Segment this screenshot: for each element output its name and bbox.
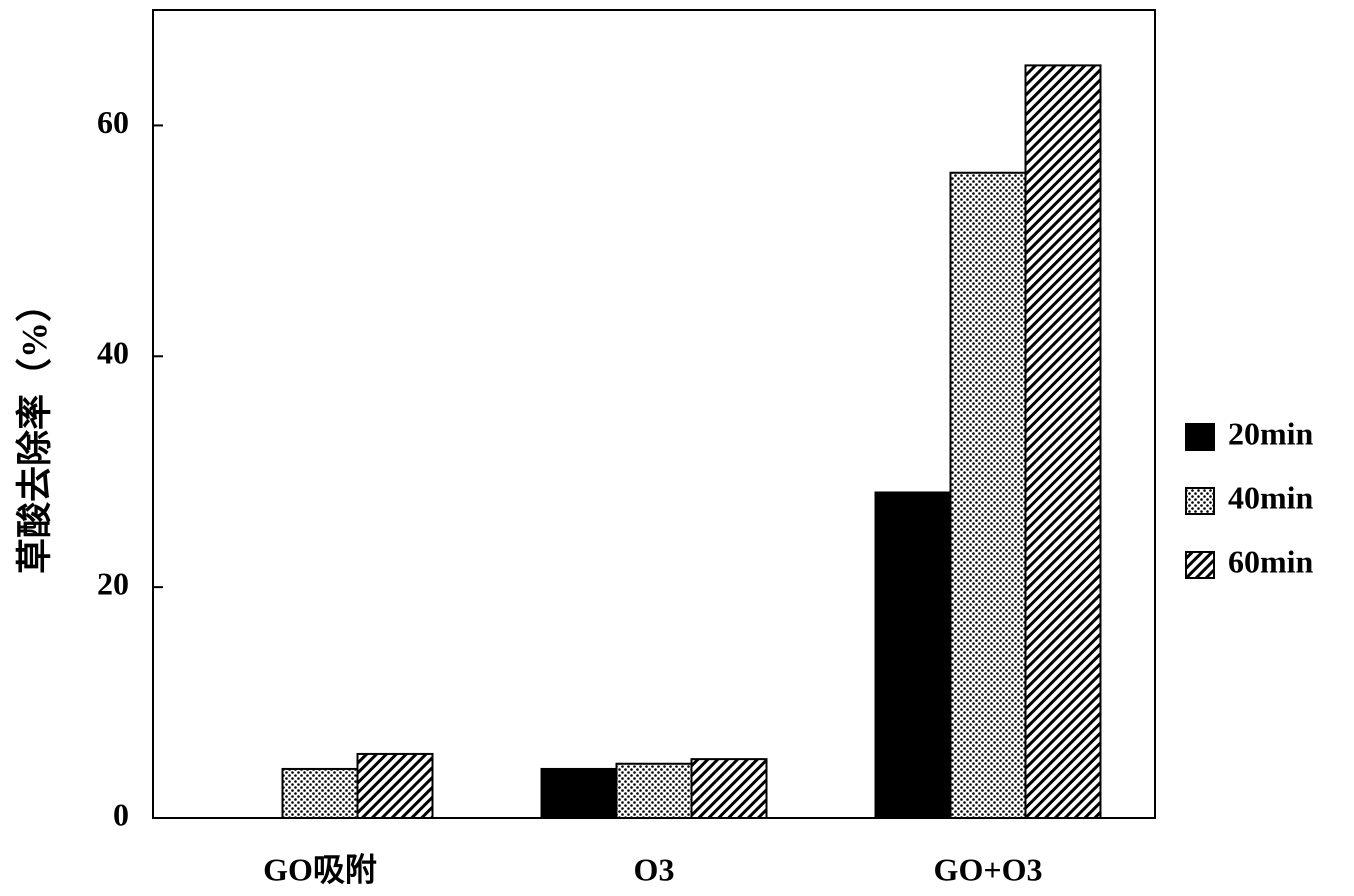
bar xyxy=(356,752,434,819)
bar xyxy=(949,171,1027,820)
bar xyxy=(874,491,952,819)
y-tick-label: 60 xyxy=(97,104,129,140)
legend-swatch xyxy=(1185,487,1215,515)
legend-label: 20min xyxy=(1228,415,1314,451)
legend-label: 60min xyxy=(1228,543,1314,579)
bar xyxy=(540,767,618,820)
y-tick-label: 40 xyxy=(97,335,129,371)
bar xyxy=(1024,64,1102,820)
y-tick-label: 20 xyxy=(97,565,129,601)
x-tick-label: GO吸附 xyxy=(263,851,377,887)
x-tick-label: O3 xyxy=(634,851,675,887)
y-axis-title: 草酸去除率（%） xyxy=(14,286,54,574)
x-tick-label: GO+O3 xyxy=(934,851,1043,887)
bar xyxy=(281,767,359,820)
legend-label: 40min xyxy=(1228,479,1314,515)
bar xyxy=(690,758,768,819)
legend-swatch xyxy=(1185,551,1215,579)
y-tick-label: 0 xyxy=(113,796,129,832)
legend-swatch xyxy=(1185,423,1215,451)
bar xyxy=(615,762,693,820)
